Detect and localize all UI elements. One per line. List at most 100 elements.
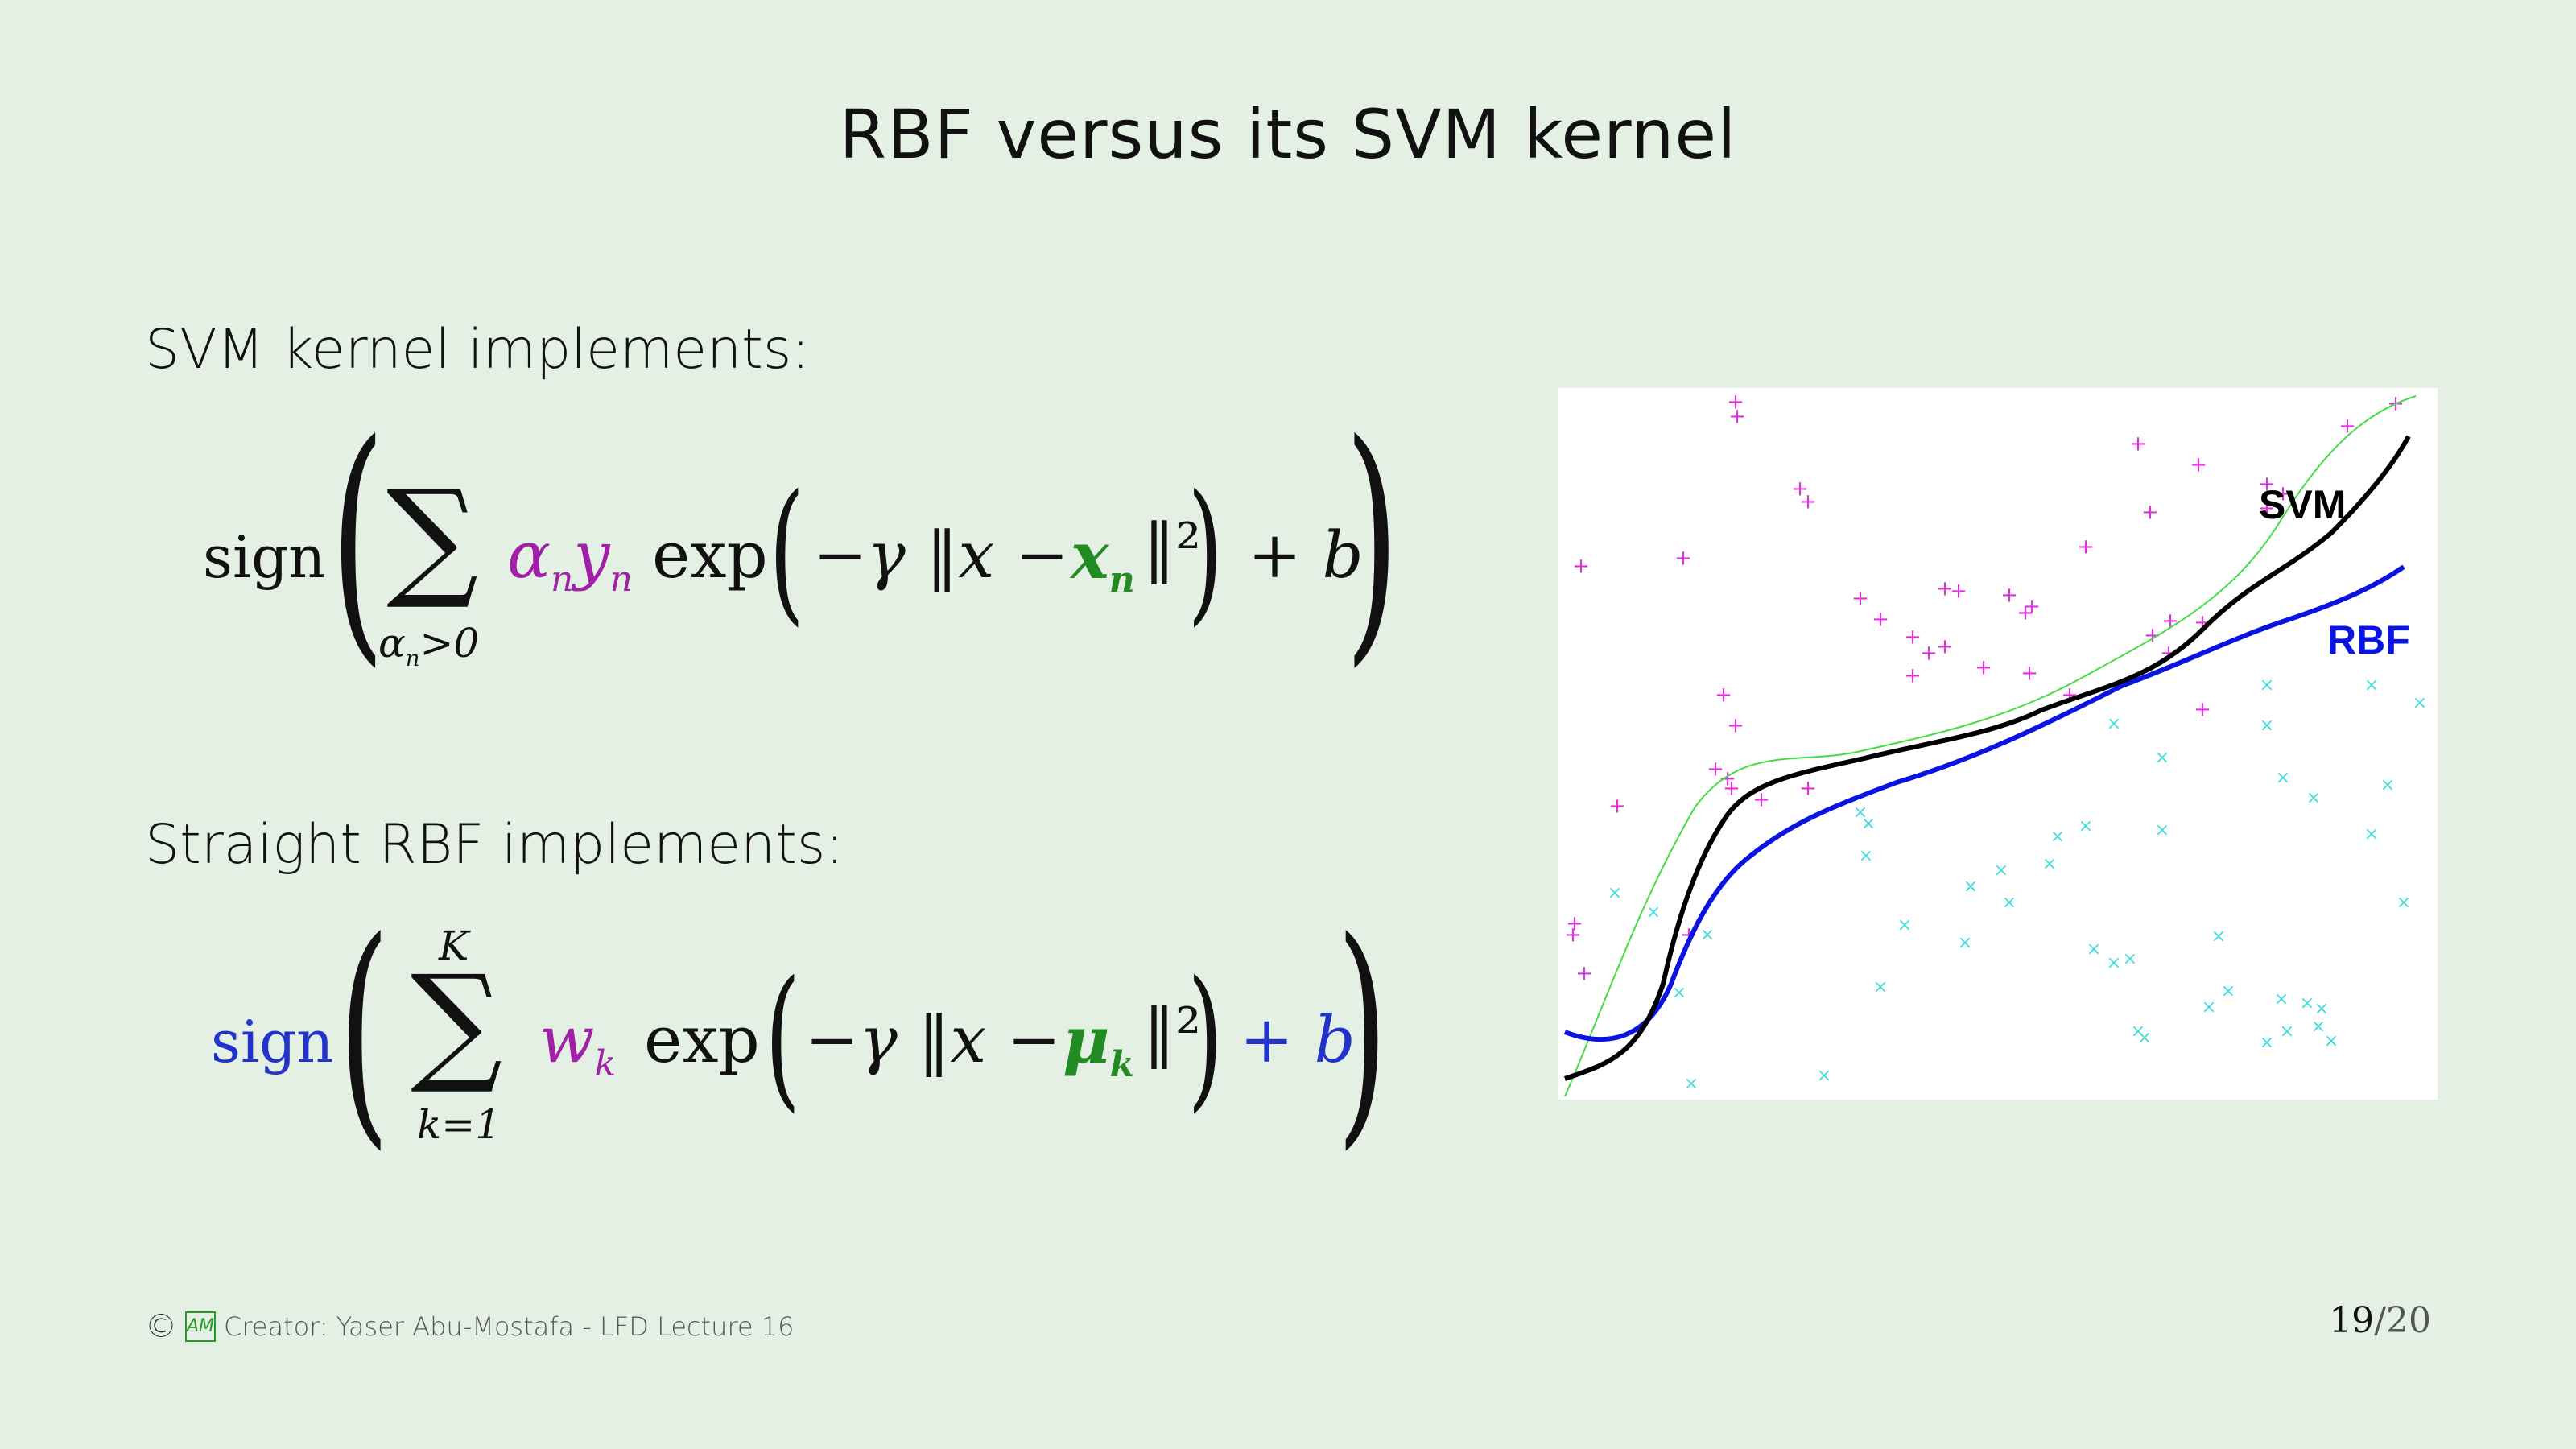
- plus-marker: +: [1920, 642, 1938, 666]
- plus-marker: +: [1904, 625, 1922, 650]
- cross-marker: ×: [1684, 1074, 1699, 1094]
- cross-marker: ×: [1608, 883, 1622, 903]
- rbf-decision-curve: [1563, 564, 2405, 1042]
- plus-marker: +: [1572, 555, 1590, 579]
- cross-marker: ×: [2087, 939, 2101, 960]
- plus-marker: +: [2194, 611, 2211, 635]
- cross-marker: ×: [1817, 1066, 1831, 1086]
- plus-marker: +: [1608, 795, 1626, 819]
- sign-text: sign: [203, 523, 326, 591]
- cross-marker: ×: [1861, 814, 1876, 834]
- cross-marker: ×: [2137, 1028, 2152, 1048]
- cross-marker: ×: [2364, 675, 2379, 696]
- plus-marker: +: [1852, 587, 1869, 611]
- plus-marker: +: [1950, 580, 1967, 604]
- cross-marker: ×: [2123, 949, 2137, 969]
- sum-symbol: ∑: [411, 947, 503, 1097]
- plus-marker: +: [1872, 608, 1889, 632]
- cross-marker: ×: [2396, 893, 2411, 913]
- page-total: /20: [2374, 1300, 2431, 1341]
- cross-marker: ×: [2155, 820, 2169, 840]
- cross-marker: ×: [2280, 1022, 2294, 1042]
- cross-marker: ×: [2042, 854, 2057, 874]
- cross-marker: ×: [2131, 1022, 2145, 1042]
- plus-marker: +: [2190, 453, 2207, 477]
- svm-decision-curve: [1564, 435, 2411, 1081]
- exp-text: exp: [652, 518, 768, 592]
- positive-points: +++ +++++++++++ +++++++ + ++++++++++++++++++…: [1564, 390, 2405, 986]
- classification-plot: + + + + + + + + + + + + + + + + + + + + + + + + + + + + + + + + + + + + + + + +…: [1558, 388, 2438, 1100]
- cross-marker: ×: [1700, 925, 1715, 945]
- creator-text: Creator: Yaser Abu-Mostafa - LFD Lecture…: [224, 1311, 795, 1342]
- plus-marker: +: [1799, 777, 1817, 801]
- norm-squared: ‖²: [1143, 994, 1202, 1069]
- svm-kernel-label: SVM kernel implements:: [145, 318, 811, 382]
- plus-marker: +: [1904, 664, 1922, 688]
- negative-points: ×××××××××××××××××××××××××××× ×××× × × ×××× ××…: [1608, 675, 2427, 1094]
- wk-term: wk: [539, 1002, 617, 1084]
- plus-marker: +: [1575, 962, 1593, 986]
- cross-marker: ×: [2002, 893, 2017, 913]
- plus-marker: +: [1674, 547, 1692, 571]
- page-current: 19: [2329, 1300, 2375, 1341]
- plus-marker: +: [2141, 501, 2159, 525]
- plus-marker: +: [2258, 497, 2276, 521]
- cross-marker: ×: [1873, 977, 1888, 997]
- xn-term: xn: [1071, 518, 1135, 601]
- cross-marker: ×: [2413, 693, 2427, 713]
- target-curve: [1564, 395, 2417, 1097]
- right-paren: ): [1187, 462, 1224, 640]
- plus-marker: +: [1936, 635, 1954, 659]
- cross-marker: ×: [1853, 803, 1868, 823]
- cross-marker: ×: [2050, 827, 2065, 847]
- plus-marker: +: [1728, 405, 1746, 429]
- cross-marker: ×: [1994, 861, 2008, 881]
- plus-b-term: + b: [1240, 1002, 1356, 1077]
- plus-marker: +: [1936, 577, 1954, 601]
- sum-subscript: αn>0: [378, 620, 480, 671]
- plus-marker: +: [1707, 758, 1724, 782]
- cross-marker: ×: [2324, 1031, 2339, 1051]
- sum-lower-limit: k=1: [417, 1101, 502, 1148]
- left-paren: (: [769, 462, 805, 640]
- svm-curve-label: SVM: [2259, 482, 2346, 527]
- cross-marker: ×: [2079, 816, 2093, 836]
- cross-marker: ×: [2221, 981, 2235, 1001]
- plus-marker: +: [1566, 912, 1583, 936]
- cross-marker: ×: [2314, 999, 2329, 1019]
- cross-marker: ×: [2107, 953, 2121, 973]
- cross-marker: ×: [2364, 824, 2379, 844]
- left-paren: (: [765, 948, 801, 1126]
- exp-text: exp: [644, 1002, 760, 1077]
- sum-upper-limit: K: [439, 923, 469, 969]
- plus-marker: +: [1975, 656, 1992, 680]
- cross-marker: ×: [2211, 927, 2226, 947]
- plus-marker: +: [2274, 482, 2292, 506]
- plus-marker: +: [2161, 609, 2179, 634]
- plus-marker: +: [1727, 390, 1744, 415]
- plus-marker: +: [2021, 662, 2038, 686]
- big-right-paren: ): [1336, 890, 1389, 1170]
- plus-b-term: + b: [1248, 518, 1364, 592]
- plus-marker: +: [1727, 714, 1744, 738]
- plus-marker: +: [1799, 490, 1817, 514]
- cross-marker: ×: [2155, 748, 2169, 768]
- cross-marker: ×: [1672, 983, 1686, 1003]
- cross-marker: ×: [1897, 915, 1912, 935]
- rbf-sign-text: sign: [211, 1008, 334, 1075]
- plus-marker: +: [1791, 477, 1809, 502]
- norm-squared: ‖²: [1143, 510, 1202, 584]
- big-left-paren: (: [330, 390, 386, 689]
- inner-term: −γ ‖x −: [805, 1002, 1061, 1077]
- page-number: 19/20: [2329, 1300, 2431, 1341]
- cross-marker: ×: [2276, 768, 2290, 788]
- lfd-logo: AM: [185, 1311, 216, 1342]
- inner-term: −γ ‖x −: [813, 518, 1069, 592]
- footer: © AM Creator: Yaser Abu-Mostafa - LFD Le…: [145, 1308, 794, 1345]
- svm-kernel-formula: sign ( ∑ αn>0 αnyn exp ( −γ ‖x − xn ‖² )…: [201, 411, 1409, 684]
- plus-marker: +: [1715, 683, 1732, 708]
- cross-marker: ×: [2260, 1033, 2274, 1053]
- plus-marker: +: [2339, 415, 2356, 439]
- rbf-formula: sign ( K ∑ k=1 wk exp ( −γ ‖x − μk ‖² ) …: [209, 910, 1417, 1183]
- plus-marker: +: [2077, 535, 2095, 559]
